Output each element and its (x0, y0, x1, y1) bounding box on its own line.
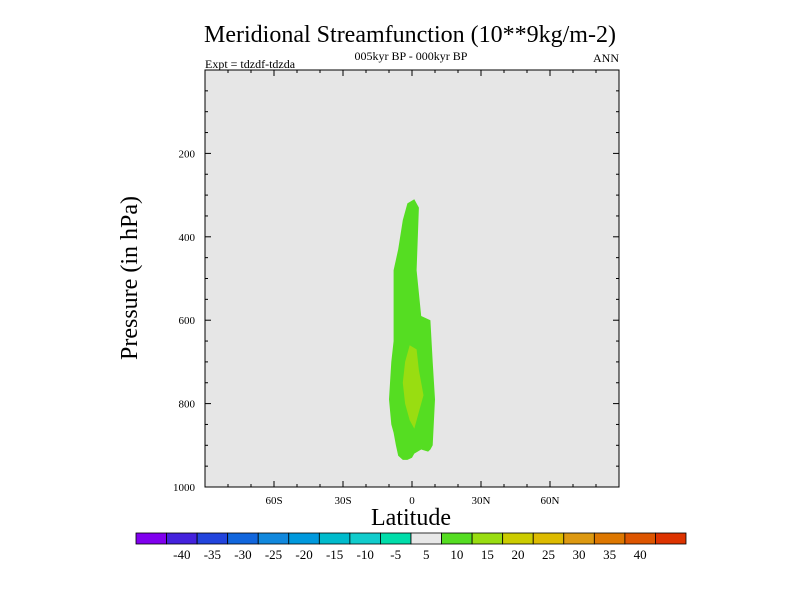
colorbar-swatch (380, 532, 412, 545)
experiment-label: Expt = tdzdf-tdzda (205, 57, 296, 71)
y-tick-label: 800 (179, 399, 196, 411)
x-tick-label: 60S (265, 495, 282, 507)
colorbar-swatch (441, 532, 473, 545)
colorbar-swatch (288, 532, 320, 545)
axis-tick-labels: 60S 30S 0 30N 60N 200 400 600 800 1000 (173, 148, 560, 507)
colorbar-swatch (227, 532, 259, 545)
y-tick-label: 200 (179, 148, 196, 160)
colorbar-swatch (166, 532, 198, 545)
colorbar-label: 25 (542, 547, 555, 562)
colorbar-swatch (349, 532, 381, 545)
colorbar-label: 5 (423, 547, 430, 562)
colorbar-swatch (593, 532, 626, 545)
colorbar-swatch (257, 532, 290, 545)
colorbar-label: 20 (511, 547, 524, 562)
colorbar (135, 532, 687, 545)
colorbar-label: -40 (173, 547, 190, 562)
colorbar-swatch (410, 532, 442, 545)
x-tick-label: 30S (334, 495, 351, 507)
x-tick-label: 0 (409, 495, 415, 507)
colorbar-swatch (318, 532, 351, 545)
colorbar-label: 15 (481, 547, 494, 562)
contour-region-5-10 (389, 199, 435, 460)
colorbar-swatch (135, 532, 167, 545)
colorbar-swatch (655, 532, 687, 545)
colorbar-label: -25 (265, 547, 282, 562)
chart-subtitle: 005kyr BP - 000kyr BP (355, 49, 468, 63)
axis-ticks (204, 69, 620, 488)
colorbar-label: -30 (234, 547, 251, 562)
colorbar-labels: -40 -35 -30 -25 -20 -15 -10 -5 5 10 15 20 25 30 35 40 (173, 547, 647, 562)
contour-layer (389, 199, 435, 460)
colorbar-label: -35 (204, 547, 221, 562)
colorbar-swatch (196, 532, 229, 545)
colorbar-label: 10 (450, 547, 463, 562)
colorbar-label: -15 (326, 547, 343, 562)
x-axis-title: Latitude (371, 505, 451, 531)
colorbar-swatch (624, 532, 656, 545)
colorbar-swatch (471, 532, 504, 545)
x-tick-label: 30N (472, 495, 491, 507)
y-tick-label: 400 (179, 232, 196, 244)
contour-region-10-15 (402, 345, 424, 429)
colorbar-label: 40 (634, 547, 647, 562)
y-axis-title: Pressure (in hPa) (117, 196, 143, 360)
y-tick-label: 600 (179, 315, 196, 327)
colorbar-swatch (502, 532, 534, 545)
chart-title: Meridional Streamfunction (10**9kg/m-2) (204, 22, 616, 48)
x-tick-label: 60N (541, 495, 560, 507)
colorbar-swatch (563, 532, 595, 545)
colorbar-swatch (532, 532, 565, 545)
colorbar-label: -5 (390, 547, 401, 562)
colorbar-label: 35 (603, 547, 616, 562)
colorbar-label: -20 (295, 547, 312, 562)
y-tick-label: 1000 (173, 482, 196, 494)
colorbar-label: 30 (573, 547, 586, 562)
colorbar-label: -10 (356, 547, 373, 562)
season-label: ANN (593, 51, 619, 65)
